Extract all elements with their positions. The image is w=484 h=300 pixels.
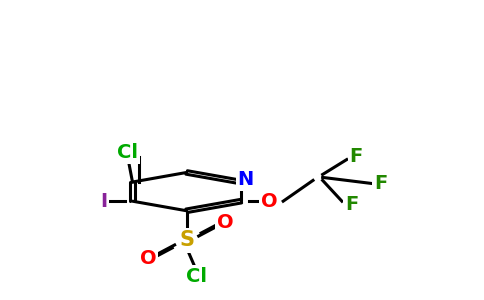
Text: F: F [345, 195, 358, 214]
Text: N: N [238, 169, 254, 189]
Text: O: O [261, 192, 278, 211]
Text: F: F [374, 174, 387, 193]
Text: I: I [100, 192, 107, 211]
Text: O: O [217, 213, 233, 232]
Text: S: S [179, 230, 194, 250]
Text: Cl: Cl [117, 143, 138, 162]
Text: O: O [140, 249, 156, 268]
Text: Cl: Cl [186, 267, 207, 286]
Text: F: F [350, 147, 363, 166]
